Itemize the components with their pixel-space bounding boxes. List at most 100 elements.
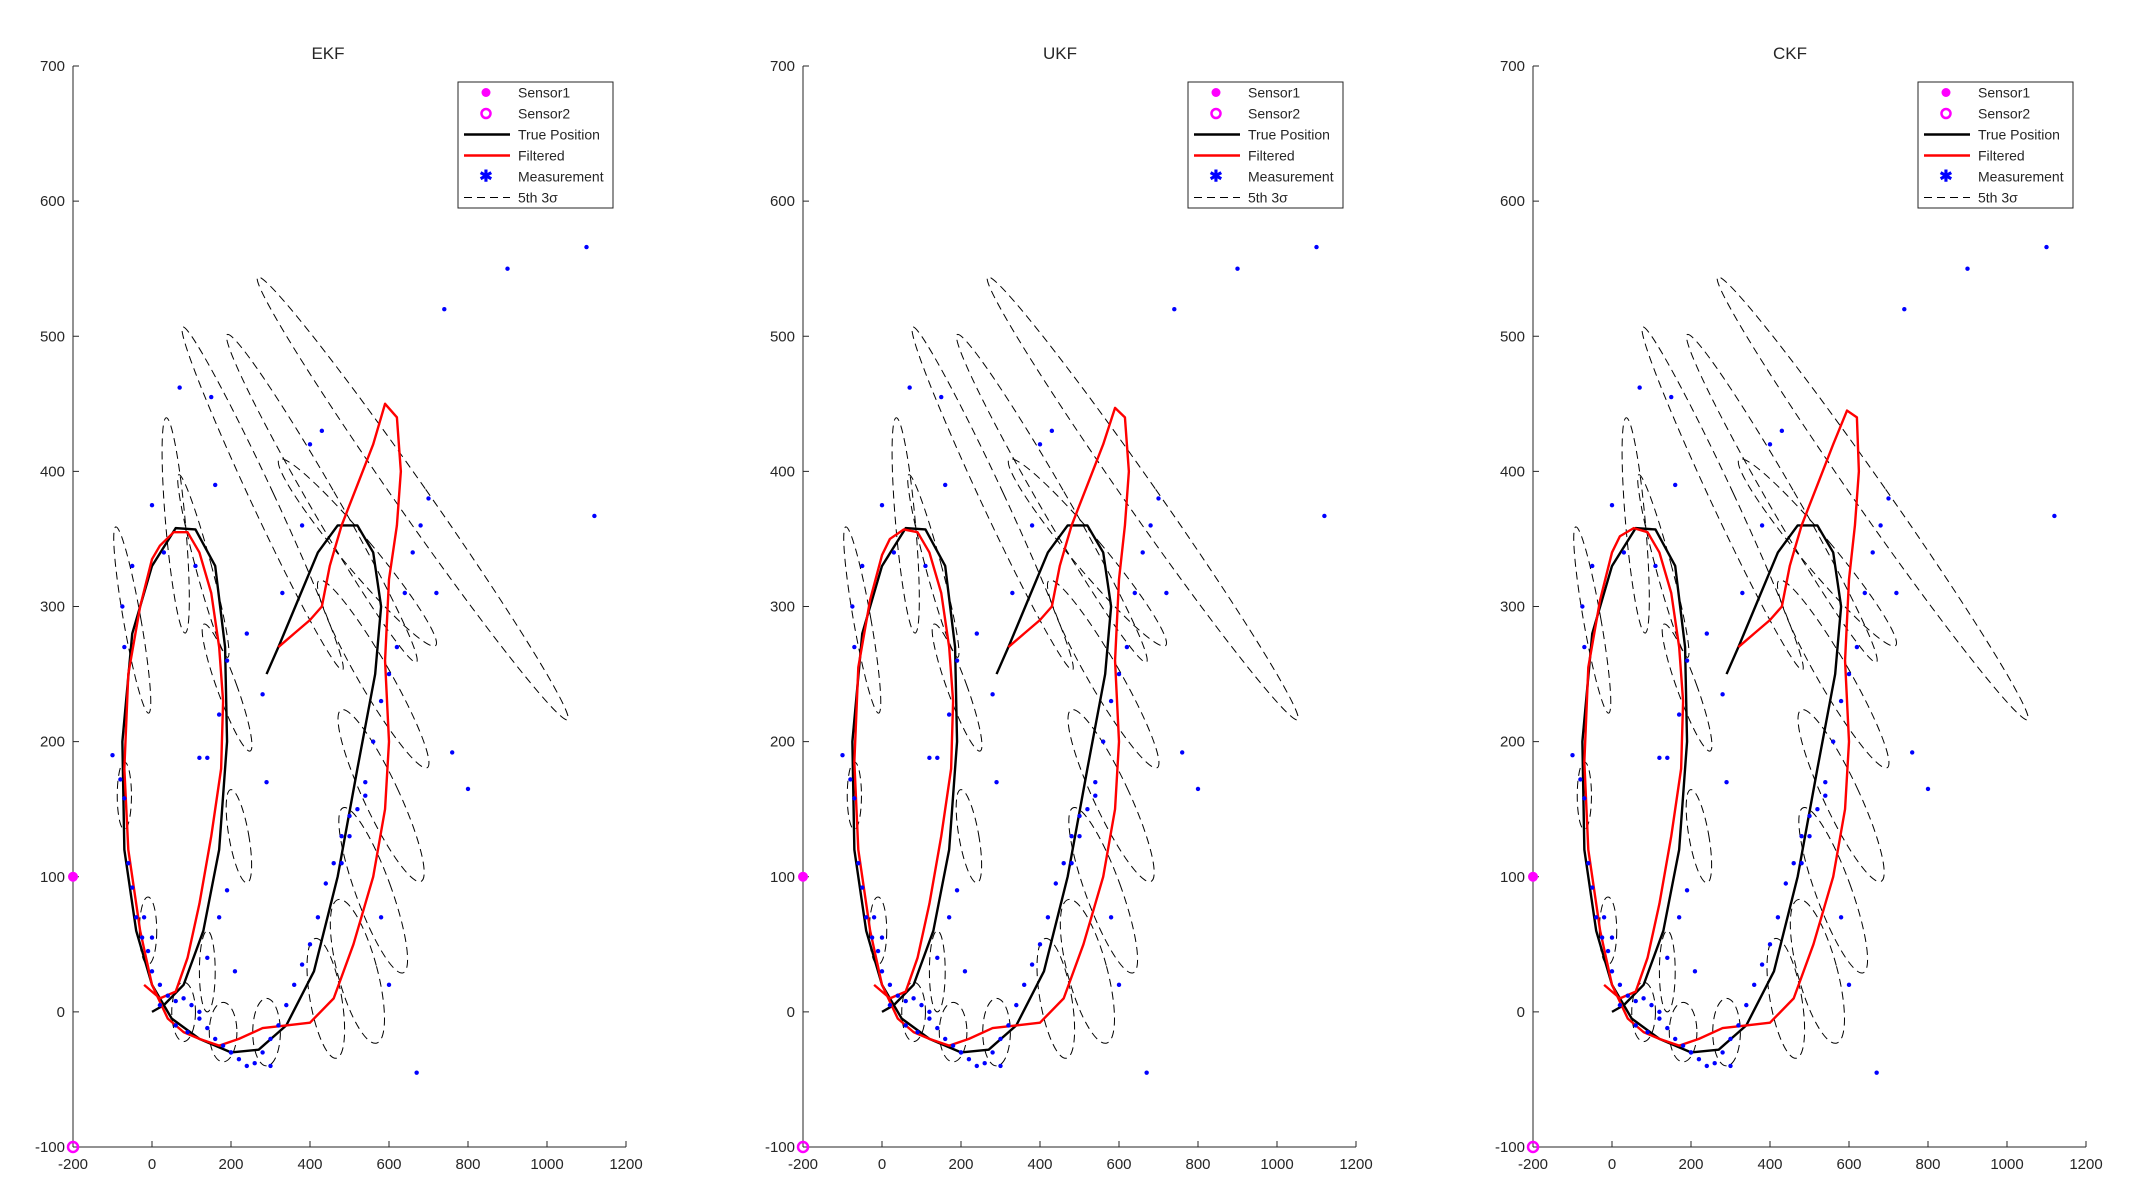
measurement-point — [1108, 698, 1114, 704]
measurement-point — [1049, 428, 1055, 434]
measurement-point — [875, 948, 881, 954]
y-tick-label: 700 — [770, 58, 795, 75]
measurement-point — [1838, 915, 1844, 920]
measurement-point — [1116, 671, 1122, 677]
legend-label: Sensor1 — [1248, 85, 1300, 101]
measurement-point — [386, 671, 392, 677]
legend-marker: ✱ — [1209, 169, 1222, 186]
measurement-point — [903, 1023, 908, 1028]
measurement-point — [173, 998, 178, 1004]
measurement-point — [1846, 982, 1852, 988]
measurement-point — [268, 1063, 273, 1069]
measurement-point — [1077, 813, 1082, 819]
measurement-point — [139, 935, 145, 940]
covariance-ellipse — [843, 526, 882, 714]
measurement-point — [1093, 779, 1098, 785]
measurement-point — [860, 885, 865, 890]
measurement-point — [584, 244, 589, 250]
x-tick-label: 0 — [148, 1156, 156, 1173]
measurement-point — [134, 915, 139, 920]
measurement-point — [173, 1023, 178, 1028]
sensor2-marker — [1526, 1140, 1540, 1154]
measurement-point — [1728, 1036, 1733, 1042]
measurement-point — [1077, 834, 1082, 839]
measurement-point — [962, 969, 968, 974]
measurement-point — [264, 779, 269, 785]
covariance-ellipse — [316, 579, 430, 769]
measurement-point — [307, 442, 313, 447]
measurement-point — [1633, 998, 1638, 1004]
measurement-point — [1037, 442, 1043, 447]
measurement-point — [895, 993, 900, 998]
covariance-ellipse — [1685, 789, 1713, 884]
measurement-point — [1085, 806, 1090, 812]
measurement-point — [205, 955, 210, 961]
x-tick-label: 600 — [376, 1156, 401, 1173]
measurement-point — [1846, 671, 1852, 677]
covariance-ellipse — [226, 333, 418, 663]
measurement-point — [434, 590, 439, 596]
measurement-point — [1657, 1016, 1662, 1021]
legend-item: True Position — [464, 127, 600, 143]
measurement-point — [252, 1061, 257, 1066]
measurement-point — [394, 644, 400, 650]
legend-item: Filtered — [464, 148, 565, 164]
measurement-point — [205, 1025, 210, 1031]
measurement-point — [1029, 523, 1035, 528]
x-tick-label: 600 — [1106, 1156, 1131, 1173]
measurement-point — [1799, 834, 1804, 839]
measurement-point — [1010, 590, 1015, 596]
measurement-point — [1791, 861, 1796, 866]
measurement-point — [1740, 590, 1745, 596]
measurement-point — [879, 969, 885, 974]
measurement-point — [1831, 739, 1836, 744]
covariance-ellipse — [1631, 981, 1656, 1043]
measurement-point — [1014, 1002, 1019, 1008]
measurement-point — [1235, 266, 1240, 271]
measurement-point — [1601, 915, 1607, 920]
measurement-point — [1570, 752, 1575, 758]
measurement-point — [307, 942, 313, 947]
measurement-point — [1878, 523, 1883, 528]
legend-label: Sensor1 — [518, 85, 570, 101]
y-tick-label: -100 — [1495, 1139, 1525, 1156]
covariance-ellipse — [161, 417, 190, 634]
measurement-point — [915, 1029, 920, 1035]
measurement-point — [1720, 1050, 1725, 1055]
measurement-point — [911, 996, 916, 1001]
measurement-point — [268, 1036, 273, 1042]
measurement-point — [1156, 496, 1161, 501]
measurement-point — [1902, 307, 1907, 312]
sensor2-marker — [66, 1140, 80, 1154]
measurement-point — [1645, 1029, 1650, 1035]
true-position-line — [121, 524, 383, 1054]
measurement-point — [292, 982, 297, 988]
sensor1-marker — [68, 871, 78, 882]
measurement-point — [442, 307, 447, 312]
measurement-point — [850, 604, 855, 609]
measurement-point — [1045, 915, 1051, 920]
measurement-point — [284, 1002, 289, 1008]
legend-item: 5th 3σ — [1924, 190, 2018, 206]
measurement-point — [1680, 1043, 1686, 1048]
covariance-ellipse — [208, 1001, 238, 1063]
measurement-point — [891, 550, 897, 555]
legend-item: Sensor1 — [1211, 85, 1300, 101]
measurement-point — [244, 1063, 249, 1069]
measurement-point — [860, 563, 865, 569]
measurement-point — [1807, 834, 1812, 839]
panel-ekf: EKF -200 0 200 400 600 800 1000 1200 -100 0 100 200… — [35, 44, 643, 1173]
measurement-point — [213, 1036, 218, 1042]
measurement-point — [130, 885, 135, 890]
filtered-line — [1583, 409, 1861, 1047]
measurement-point — [1704, 1063, 1710, 1069]
covariance-ellipse — [982, 997, 1011, 1067]
covariance-ellipse — [1059, 898, 1115, 1044]
measurement-point — [848, 777, 853, 782]
measurement-point — [378, 698, 384, 704]
measurement-point — [130, 563, 135, 569]
measurement-point — [982, 1061, 987, 1066]
measurement-point — [1609, 969, 1615, 974]
panel-ckf: CKF -200 0 200 400 600 800 1000 1200 -100 0 100 200… — [1495, 44, 2103, 1173]
legend-label: True Position — [518, 127, 600, 143]
